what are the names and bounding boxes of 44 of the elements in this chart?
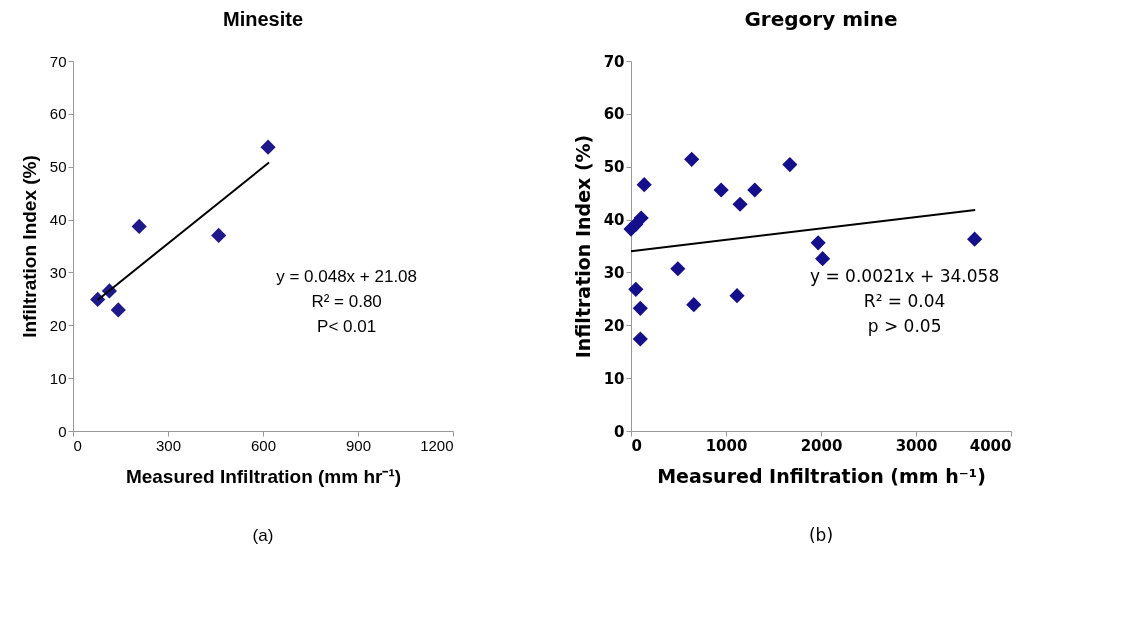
y-axis-title: Infiltration Index (%): [571, 134, 594, 359]
point: [131, 218, 147, 235]
y-tick-label: 50: [49, 158, 67, 176]
y-tick-label: 70: [603, 52, 625, 71]
chart-title: Gregory mine: [744, 7, 898, 31]
annotation: R² = 0.04: [863, 291, 946, 312]
x-tick-label: 300: [155, 436, 182, 454]
chart-title: Minesite: [222, 8, 304, 30]
x-tick-label: 900: [345, 436, 372, 454]
x-tick-label: 1200: [420, 436, 454, 454]
point: [211, 227, 227, 244]
text: (a): [252, 526, 274, 545]
y-tick-label: 0: [614, 422, 625, 441]
y-tick-label: 60: [603, 105, 625, 124]
x-axis-title: Measured Infiltration (mm hr⁻¹): [125, 465, 402, 487]
y-tick-label: 20: [603, 316, 625, 335]
y-tick-label: 40: [603, 211, 625, 230]
y-axis-title: Infiltration Index (%): [18, 155, 40, 338]
y-tick-label: 40: [49, 211, 67, 229]
x-axis-title: Measured Infiltration (mm h⁻¹): [657, 464, 986, 487]
x-tick-label: 4000: [969, 436, 1012, 455]
annotation: R² = 0.80: [311, 292, 382, 312]
x-tick-label: 600: [250, 436, 277, 454]
y-tick-label: 10: [603, 369, 625, 388]
x-tick-label: 0: [73, 436, 82, 454]
y-tick-label: 70: [49, 52, 67, 70]
point: [260, 139, 276, 155]
y-tick-label: 50: [603, 158, 625, 177]
annotation: p > 0.05: [867, 316, 942, 337]
x-tick-label: 3000: [895, 436, 938, 455]
point: [110, 302, 126, 318]
annotation: y = 0.048x + 21.08: [276, 267, 418, 287]
annotation: y = 0.0021x + 34.058: [810, 266, 1000, 287]
text: (b): [808, 525, 834, 545]
annotation: P< 0.01: [317, 317, 377, 337]
y-tick-label: 30: [49, 263, 67, 281]
y-tick-label: 60: [49, 105, 67, 123]
y-tick-label: 0: [58, 422, 67, 440]
x-tick-label: 1000: [705, 436, 748, 455]
y-tick-label: 30: [603, 263, 625, 282]
x-tick-label: 2000: [800, 436, 843, 455]
y-tick-label: 10: [49, 369, 67, 387]
x-tick-label: 0: [631, 436, 642, 455]
y-tick-label: 20: [49, 316, 67, 334]
